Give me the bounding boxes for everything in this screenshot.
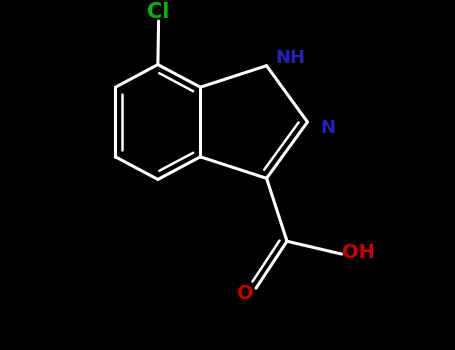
Text: Cl: Cl [147, 2, 170, 22]
Text: OH: OH [342, 243, 375, 262]
Text: N: N [321, 119, 336, 137]
Text: NH: NH [275, 49, 305, 67]
Text: O: O [238, 284, 254, 303]
